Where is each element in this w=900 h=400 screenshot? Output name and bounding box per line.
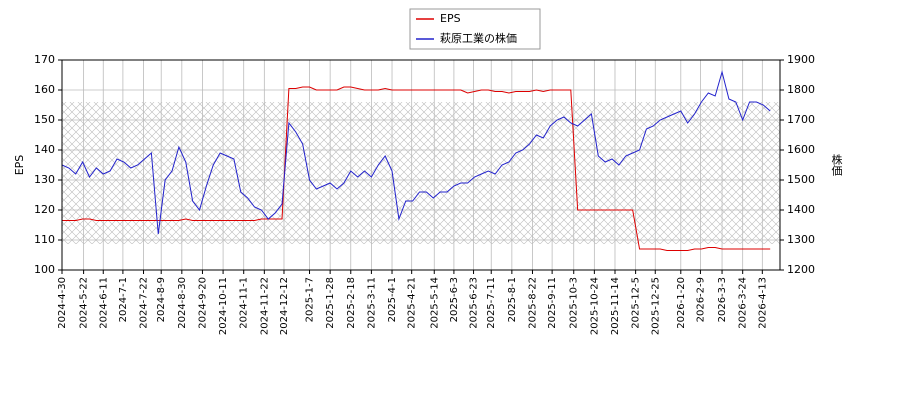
x-tick-label: 2024-6-11 <box>98 277 109 329</box>
y2-tick-label: 1700 <box>787 113 815 126</box>
y2-tick-label: 1200 <box>787 263 815 276</box>
x-tick-label: 2025-12-5 <box>631 277 642 329</box>
x-tick-label: 2026-1-20 <box>676 277 687 329</box>
x-tick-label: 2025-6-3 <box>449 277 460 322</box>
x-tick-label: 2025-2-18 <box>346 277 357 329</box>
x-tick-label: 2025-3-11 <box>366 277 377 329</box>
y-tick-label: 170 <box>34 53 55 66</box>
y2-tick-label: 1500 <box>787 173 815 186</box>
y2-tick-label: 1400 <box>787 203 815 216</box>
series-line <box>62 86 771 251</box>
x-tick-label: 2024-7-22 <box>139 277 150 329</box>
x-tick-label: 2026-3-24 <box>738 277 749 329</box>
y-tick-label: 140 <box>34 143 55 156</box>
x-tick-label: 2024-8-30 <box>177 277 188 329</box>
x-tick-label: 2025-10-3 <box>569 277 580 329</box>
y2-tick-label: 1800 <box>787 83 815 96</box>
x-tick-label: 2025-4-21 <box>407 277 418 329</box>
x-tick-label: 2024-10-11 <box>218 277 229 335</box>
plot-frame <box>61 59 781 271</box>
x-tick-label: 2024-7-1 <box>118 277 129 322</box>
x-tick-label: 2026-4-13 <box>757 277 768 329</box>
x-tick-label: 2024-12-12 <box>279 277 290 335</box>
x-tick-label: 2024-5-22 <box>79 277 90 329</box>
y-tick-label: 160 <box>34 83 55 96</box>
y-tick-label: 100 <box>34 263 55 276</box>
y2-tick-label: 1600 <box>787 143 815 156</box>
x-tick-label: 2024-11-22 <box>259 277 270 335</box>
legend-label: 萩原工業の株価 <box>440 31 517 45</box>
y2-axis-label: 株価 <box>830 153 843 176</box>
x-tick-label: 2024-11-1 <box>239 277 250 329</box>
x-tick-label: 2025-9-11 <box>547 277 558 329</box>
legend-box <box>409 8 541 50</box>
x-tick-label: 2024-8-9 <box>156 277 167 322</box>
x-tick-label: 2025-8-22 <box>527 277 538 329</box>
y-tick-label: 130 <box>34 173 55 186</box>
x-tick-label: 2026-2-9 <box>695 277 706 322</box>
x-tick-label: 2025-12-25 <box>650 277 661 335</box>
y-tick-label: 150 <box>34 113 55 126</box>
x-tick-label: 2025-1-28 <box>325 277 336 329</box>
y-tick-label: 120 <box>34 203 55 216</box>
legend-label: EPS <box>440 12 461 25</box>
y2-tick-label: 1300 <box>787 233 815 246</box>
shaded-band <box>62 102 780 244</box>
x-tick-label: 2025-1-7 <box>305 277 316 322</box>
series-line <box>61 70 771 235</box>
x-tick-label: 2024-9-20 <box>197 277 208 329</box>
x-tick-label: 2024-4-30 <box>57 277 68 329</box>
x-tick-label: 2025-8-1 <box>507 277 518 322</box>
x-tick-label: 2025-6-23 <box>469 277 480 329</box>
y2-tick-label: 1900 <box>787 53 815 66</box>
x-tick-label: 2025-7-11 <box>486 277 497 329</box>
y-tick-label: 110 <box>34 233 55 246</box>
x-tick-label: 2025-10-24 <box>589 277 600 335</box>
y-axis-label: EPS <box>13 155 26 176</box>
x-tick-label: 2025-5-14 <box>429 277 440 329</box>
x-tick-label: 2026-3-3 <box>717 277 728 322</box>
x-tick-label: 2025-4-1 <box>387 277 398 322</box>
x-tick-label: 2025-11-14 <box>610 277 621 335</box>
